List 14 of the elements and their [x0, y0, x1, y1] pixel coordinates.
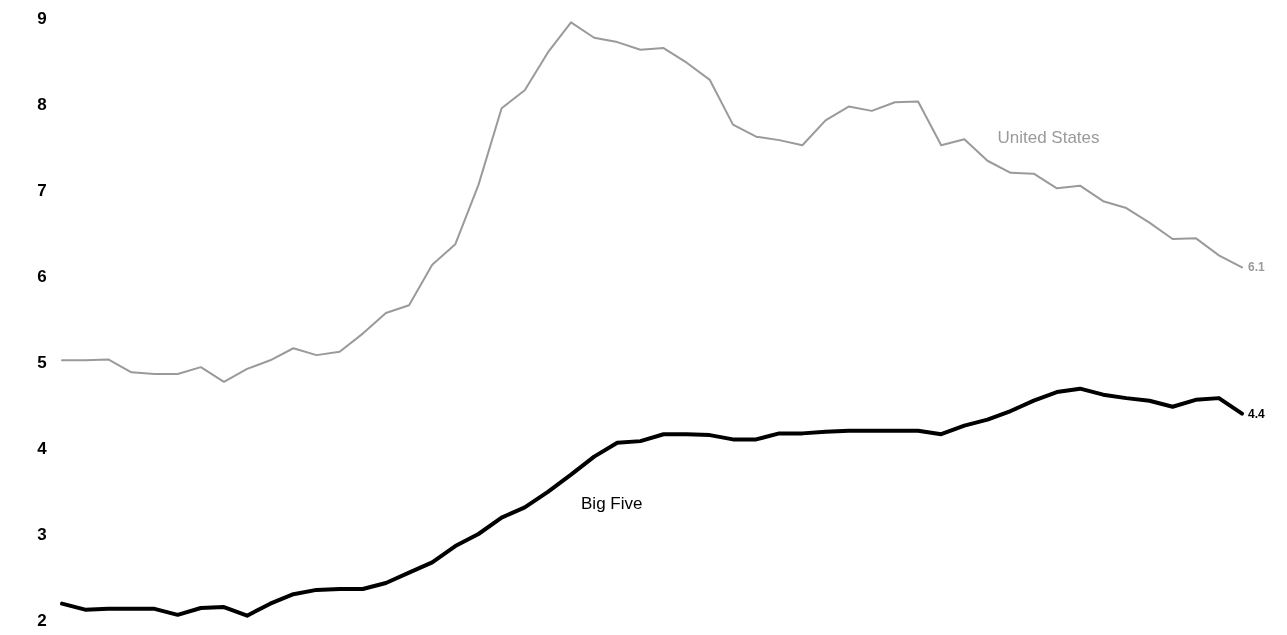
line-series: [60, 386, 1244, 618]
series-label: United States: [997, 127, 1100, 147]
y-tick-label: 6: [37, 266, 47, 286]
series-label: Big Five: [581, 493, 643, 513]
y-tick-label: 2: [37, 610, 47, 630]
data-label: 6.1: [1248, 260, 1266, 275]
line-series: [61, 21, 1243, 383]
y-tick-label: 4: [37, 438, 48, 458]
y-tick-label: 7: [37, 180, 47, 200]
y-tick-label: 5: [37, 352, 47, 372]
data-label: 4.4: [1248, 406, 1266, 421]
y-tick-label: 8: [37, 94, 47, 114]
y-tick-label: 3: [37, 524, 47, 544]
y-tick-label: 9: [37, 8, 47, 28]
